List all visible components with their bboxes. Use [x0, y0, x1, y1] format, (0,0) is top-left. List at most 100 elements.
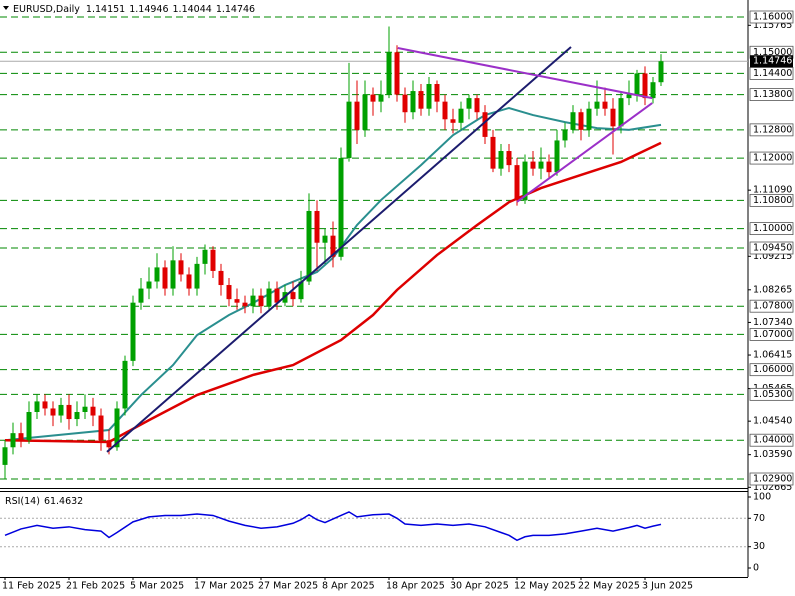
candle-body: [202, 249, 208, 264]
candle-body: [90, 406, 96, 416]
candle-body: [50, 408, 56, 416]
candle-body: [362, 94, 368, 130]
level-label-box: [749, 88, 794, 101]
x-tick-label: 17 Mar 2025: [194, 581, 254, 592]
candle-body: [26, 411, 32, 441]
level-label: 1.12800: [753, 124, 792, 135]
low-value: 1.14044: [173, 4, 212, 15]
x-tick-label: 5 Mar 2025: [130, 581, 184, 592]
close-value: 1.14746: [216, 4, 255, 15]
candle-body: [602, 101, 608, 109]
candle-body: [82, 406, 88, 412]
rsi-line: [4, 511, 662, 542]
x-tick-label: 8 Apr 2025: [322, 581, 375, 592]
trendline: [516, 102, 653, 203]
rsi-name: RSI(14): [5, 496, 40, 507]
x-tick-label: 30 Apr 2025: [450, 581, 509, 592]
high-value: 1.14946: [129, 4, 168, 15]
candle-body: [34, 401, 40, 412]
rsi-header: RSI(14) 61.4632: [5, 496, 83, 507]
level-label: 1.05300: [753, 389, 792, 400]
candle-body: [10, 433, 16, 448]
candle-body: [122, 360, 128, 409]
rsi-value: 61.4632: [44, 496, 83, 507]
candle-body: [210, 249, 216, 271]
candle-body: [610, 108, 616, 127]
candle-body: [146, 281, 152, 289]
y-tick-label: 1.15765: [753, 20, 792, 31]
y-tick-label: 70: [753, 513, 765, 524]
level-label: 1.12000: [753, 153, 792, 164]
moving-average: [4, 106, 662, 442]
candle-body: [530, 161, 536, 169]
candle-body: [250, 295, 256, 307]
menu-icon: [3, 6, 9, 10]
candle-body: [546, 161, 552, 173]
candle-body: [242, 302, 248, 307]
candle-body: [306, 210, 312, 282]
candle-body: [418, 91, 424, 109]
y-tick-label: 1.04540: [753, 416, 792, 427]
candle-body: [18, 433, 24, 441]
level-label-box: [749, 151, 794, 165]
candle-body: [618, 98, 624, 127]
candle-body: [354, 101, 360, 130]
x-tick-label: 3 Jun 2025: [642, 581, 693, 592]
y-tick-label: 1.06415: [753, 350, 792, 361]
candle-body: [578, 112, 584, 130]
level-label: 1.14400: [753, 68, 792, 79]
candle-body: [442, 101, 448, 120]
candle-body: [426, 84, 432, 109]
x-tick-label: 18 Apr 2025: [386, 581, 445, 592]
candle-body: [178, 260, 184, 275]
candle-body: [554, 140, 560, 173]
candle-body: [138, 288, 144, 303]
candle-body: [170, 260, 176, 289]
candle-body: [74, 411, 80, 420]
candle-body: [522, 161, 528, 201]
level-label-box: [749, 67, 794, 80]
level-label: 1.07000: [753, 329, 792, 340]
candle-body: [458, 108, 464, 123]
candle-body: [402, 94, 408, 113]
level-label-box: [749, 222, 794, 236]
candle-body: [226, 285, 232, 300]
level-label: 1.13800: [753, 89, 792, 100]
x-tick-label: 11 Feb 2025: [2, 581, 61, 592]
candle-body: [2, 447, 8, 465]
candle-body: [106, 440, 112, 448]
candle-body: [514, 165, 520, 201]
level-label: 1.06000: [753, 364, 792, 375]
candle-body: [266, 288, 272, 307]
x-tick-label: 22 May 2025: [578, 581, 640, 592]
candle-body: [394, 52, 400, 95]
candle-body: [410, 91, 416, 113]
candle-body: [298, 281, 304, 300]
x-tick-label: 21 Feb 2025: [66, 581, 125, 592]
candle-body: [658, 61, 664, 83]
candle-body: [218, 270, 224, 286]
y-tick-label: 1.11090: [753, 185, 792, 196]
candle-body: [66, 404, 72, 420]
level-label-box: [749, 123, 794, 137]
level-label: 1.02900: [753, 474, 792, 485]
x-tick-label: 12 May 2025: [514, 581, 576, 592]
level-label: 1.15000: [753, 47, 792, 58]
candle-body: [370, 94, 376, 102]
level-label-box: [749, 387, 794, 401]
level-label-box: [749, 241, 794, 255]
current-price-box: [750, 55, 793, 68]
candle-body: [562, 129, 568, 141]
candle-body: [42, 401, 48, 409]
chart-header: EURUSD,Daily 1.14151 1.14946 1.14044 1.14746: [13, 4, 255, 15]
candle-body: [114, 408, 120, 448]
y-tick-label: 1.03590: [753, 449, 792, 460]
y-tick-label: 100: [753, 492, 771, 503]
candle-body: [482, 112, 488, 137]
candle-body: [538, 161, 544, 169]
level-label-box: [749, 193, 794, 207]
y-tick-label: 1.08265: [753, 284, 792, 295]
y-tick-label: 1.07340: [753, 317, 792, 328]
candle-body: [634, 73, 640, 95]
